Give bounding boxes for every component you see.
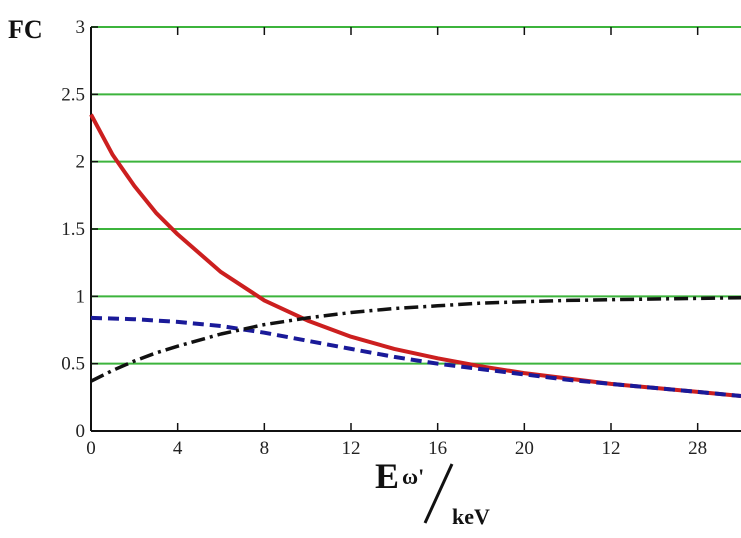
y-axis-label: FC bbox=[8, 15, 43, 44]
x-tick-label: 20 bbox=[515, 438, 534, 459]
series-line-solid bbox=[89, 113, 741, 398]
y-tick-label: 1 bbox=[76, 286, 86, 307]
x-axis-label-unit: keV bbox=[452, 504, 490, 529]
x-tick-label: 0 bbox=[86, 438, 96, 459]
y-tick-label: 0.5 bbox=[61, 354, 85, 375]
x-axis-label-main: E bbox=[375, 456, 399, 496]
y-tick-label: 0 bbox=[76, 421, 86, 442]
series-line-dashed bbox=[90, 315, 741, 398]
series-line-dash-dot bbox=[90, 295, 741, 383]
y-tick-label: 2 bbox=[76, 152, 86, 173]
x-axis-label: E ω' keV bbox=[375, 456, 490, 529]
x-tick-label: 12 bbox=[602, 438, 621, 459]
y-ticks: 0 0.5 1 1.5 2 2.5 3 bbox=[61, 17, 98, 442]
x-tick-label: 8 bbox=[260, 438, 270, 459]
y-tick-label: 3 bbox=[76, 17, 86, 38]
x-tick-label: 4 bbox=[173, 438, 183, 459]
series-group bbox=[89, 113, 741, 398]
x-tick-label: 16 bbox=[428, 438, 447, 459]
x-axis-label-slash bbox=[423, 463, 454, 524]
x-tick-label: 12 bbox=[342, 438, 361, 459]
x-ticks: 0 4 8 12 16 20 12 28 bbox=[86, 27, 707, 459]
grid-lines bbox=[91, 26, 741, 365]
x-axis-label-sub: ω' bbox=[402, 464, 424, 489]
x-tick-label: 28 bbox=[688, 438, 707, 459]
y-tick-label: 1.5 bbox=[61, 219, 85, 240]
y-tick-label: 2.5 bbox=[61, 84, 85, 105]
